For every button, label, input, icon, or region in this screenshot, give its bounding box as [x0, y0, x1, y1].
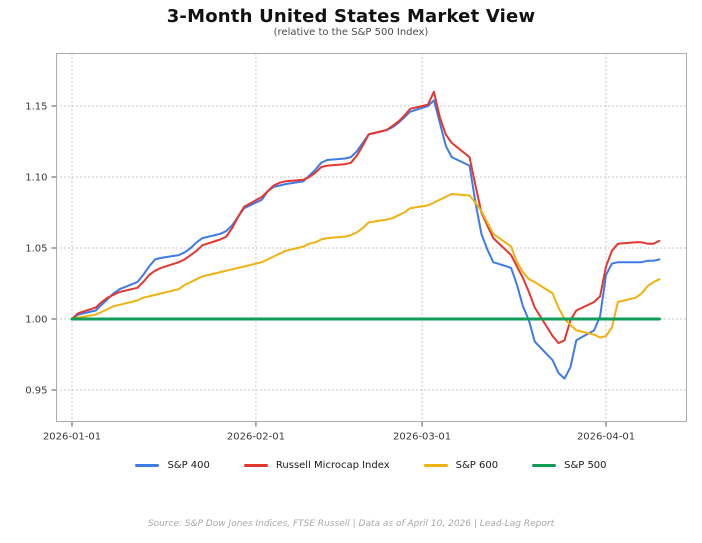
- chart-legend: S&P 400 Russell Microcap Index S&P 600 S&P …: [0, 460, 702, 471]
- y-tick-label: 0.95: [25, 386, 47, 397]
- source-footer: Source: S&P Dow Jones Indices, FTSE Russ…: [147, 519, 555, 529]
- legend-label-russell-microcap-index: Russell Microcap Index: [275, 460, 390, 471]
- chart-title: 3-Month United States Market View: [166, 6, 536, 27]
- legend-item-russell-microcap-index: Russell Microcap Index: [243, 460, 390, 471]
- y-tick-label: 1.10: [25, 173, 47, 184]
- legend-item-s-p-400: S&P 400: [135, 460, 210, 471]
- x-tick-label: 2026-04-01: [577, 432, 635, 443]
- x-tick-label: 2026-02-01: [227, 432, 285, 443]
- legend-swatch-s-p-600: [423, 464, 448, 467]
- x-tick-label: 2026-01-01: [43, 432, 101, 443]
- legend-item-s-p-600: S&P 600: [423, 460, 499, 471]
- legend-label-s-p-400: S&P 400: [167, 460, 210, 471]
- y-tick-label: 1.15: [25, 102, 47, 113]
- x-tick-label: 2026-03-01: [393, 432, 451, 443]
- chart-subtitle: (relative to the S&P 500 Index): [273, 27, 429, 38]
- legend-swatch-s-p-500: [532, 464, 557, 467]
- y-tick-label: 1.05: [25, 244, 47, 255]
- legend-label-s-p-500: S&P 500: [564, 460, 607, 471]
- plot-border: [56, 53, 687, 422]
- series-line-russell-microcap-index: [71, 90, 661, 345]
- series-line-s-p-600: [71, 193, 661, 339]
- legend-swatch-s-p-400: [135, 464, 160, 467]
- legend-label-s-p-600: S&P 600: [455, 460, 499, 471]
- y-tick-label: 1.00: [25, 315, 47, 326]
- legend-swatch-russell-microcap-index: [243, 464, 268, 467]
- legend-item-s-p-500: S&P 500: [532, 460, 607, 471]
